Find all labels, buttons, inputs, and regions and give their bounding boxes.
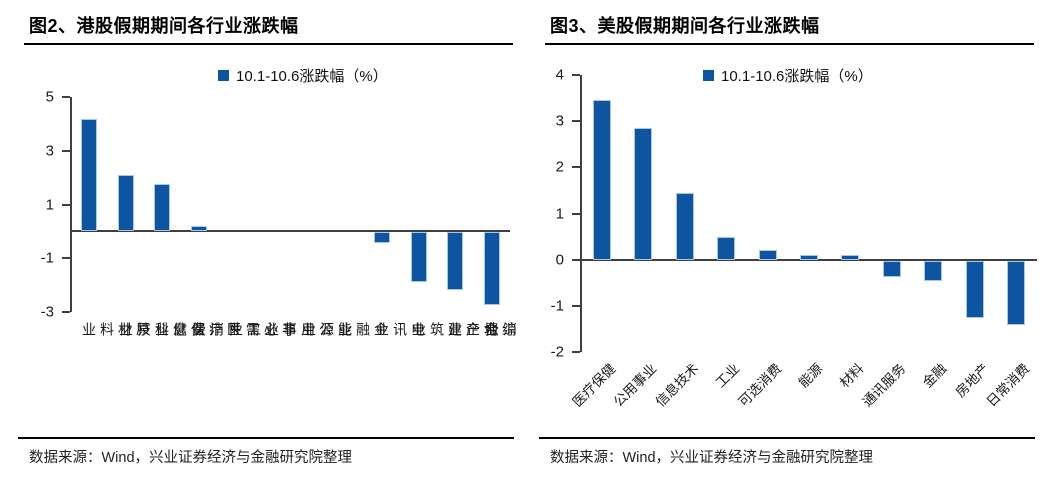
y-axis-tick-label: 3: [45, 142, 54, 160]
x-axis-label: 公用事业: [264, 322, 334, 340]
x-axis-label-text: 信息技术: [652, 360, 702, 410]
bar: [81, 118, 97, 232]
legend-label: 10.1-10.6涨跌幅（%）: [236, 67, 388, 85]
x-axis-label: 电讯业: [374, 322, 426, 340]
y-axis-tick-label: -1: [40, 249, 54, 267]
bar: [1007, 260, 1025, 326]
x-axis-label-text: 工业: [712, 360, 743, 391]
bar: [447, 232, 463, 291]
x-axis-label-text: 日常消费: [983, 360, 1033, 410]
y-axis-tick-label: 4: [555, 66, 564, 84]
y-axis-line: [70, 97, 72, 312]
x-axis-label-text: 金融: [919, 360, 950, 391]
bar-chart-hk: 5 3 1 -1 -3 原材料业 信息科技业 医疗保健业 非必需性消费 工业 公用事业 能源业 金融业电…: [41, 89, 572, 341]
y-axis-tick-label: -2: [550, 343, 564, 361]
bar: [883, 260, 901, 277]
bar: [411, 232, 427, 283]
bar: [154, 184, 170, 232]
x-axis-label: 金融业: [337, 322, 389, 340]
x-axis-label-text: 公用事业: [610, 360, 660, 410]
x-axis-label: 能源业: [301, 322, 353, 340]
title-underline: [545, 43, 1034, 45]
y-axis-tick: [62, 96, 70, 98]
title-underline: [24, 43, 513, 45]
data-source-note: 数据来源：Wind，兴业证券经济与金融研究院整理: [29, 450, 353, 466]
y-axis-tick-label: -1: [550, 297, 564, 315]
bar: [634, 128, 652, 260]
bar: [593, 100, 611, 260]
footer-rule: [18, 437, 514, 439]
bar: [374, 232, 390, 244]
panel-hk-stocks: 图2、港股假期期间各行业涨跌幅 10.1-10.6涨跌幅（%） 5 3 1 -1 -3 原…: [0, 0, 572, 492]
y-axis-tick: [572, 351, 580, 353]
x-axis-label-text: 可选消费: [735, 360, 785, 410]
y-axis-tick-label: 5: [45, 88, 54, 106]
legend: 10.1-10.6涨跌幅（%）: [218, 65, 388, 85]
y-axis-tick: [572, 212, 580, 215]
bar: [759, 250, 777, 260]
data-source-note: 数据来源：Wind，兴业证券经济与金融研究院整理: [550, 450, 874, 466]
figure-title: 图2、港股假期期间各行业涨跌幅: [29, 16, 299, 36]
legend-label: 10.1-10.6涨跌幅（%）: [721, 67, 873, 85]
y-axis-tick-label: 3: [555, 112, 564, 130]
y-axis-tick: [62, 203, 70, 206]
x-axis-label: 信息科技业: [118, 322, 206, 340]
y-axis-tick: [572, 74, 580, 76]
y-axis-tick: [62, 149, 70, 152]
zero-axis-line: [581, 258, 1037, 261]
x-axis-label-text: 通讯服务: [859, 360, 909, 410]
x-axis-label: 非必需性消费: [191, 322, 297, 340]
bar: [966, 260, 984, 319]
x-axis-label: 医疗保健业: [154, 322, 242, 340]
figure-title: 图3、美股假期期间各行业涨跌幅: [550, 16, 820, 36]
bar: [924, 260, 942, 282]
bar: [841, 255, 859, 260]
y-axis-line: [580, 75, 582, 352]
y-axis-tick: [572, 166, 580, 169]
x-axis-label: 原材料业: [81, 322, 151, 340]
bar: [191, 226, 207, 232]
zero-axis-line: [71, 230, 510, 233]
x-axis-label-text: 材料: [836, 360, 867, 391]
bar-chart-us: 4 3 2 1 0 -1 -2 医疗保健 公用事业 信息技术 工业 可选消费 能源 材料 通讯服务 金融 房地产…: [551, 67, 1037, 410]
bar: [118, 174, 134, 232]
y-axis-tick: [572, 304, 580, 307]
y-axis-tick-label: 1: [45, 196, 54, 213]
bar: [484, 232, 500, 305]
x-axis-label-text: 医疗保健: [569, 360, 619, 410]
bar: [717, 236, 735, 260]
legend-swatch-icon: [703, 69, 714, 81]
bar: [800, 255, 818, 260]
x-axis-label: 地产建筑业: [411, 322, 499, 340]
x-axis-label: 综合企业: [447, 322, 517, 340]
y-axis-tick: [572, 258, 580, 261]
y-axis-tick: [62, 257, 70, 260]
y-axis-tick-label: 2: [555, 158, 564, 176]
y-axis-tick-label: 0: [555, 251, 564, 269]
bar: [676, 192, 694, 260]
footer-rule: [539, 437, 1035, 439]
y-axis-tick-label: 1: [555, 205, 564, 222]
y-axis-tick: [572, 120, 580, 123]
y-axis-tick-label: -3: [40, 303, 54, 321]
legend-swatch-icon: [218, 69, 229, 81]
x-axis-label: 工业: [228, 322, 262, 340]
panel-us-stocks: 图3、美股假期期间各行业涨跌幅 10.1-10.6涨跌幅（%） 4 3 2 1 0 -1 -…: [521, 0, 1041, 492]
y-axis-tick: [62, 311, 70, 313]
legend: 10.1-10.6涨跌幅（%）: [703, 65, 873, 85]
x-axis-label-text: 能源: [795, 360, 826, 391]
